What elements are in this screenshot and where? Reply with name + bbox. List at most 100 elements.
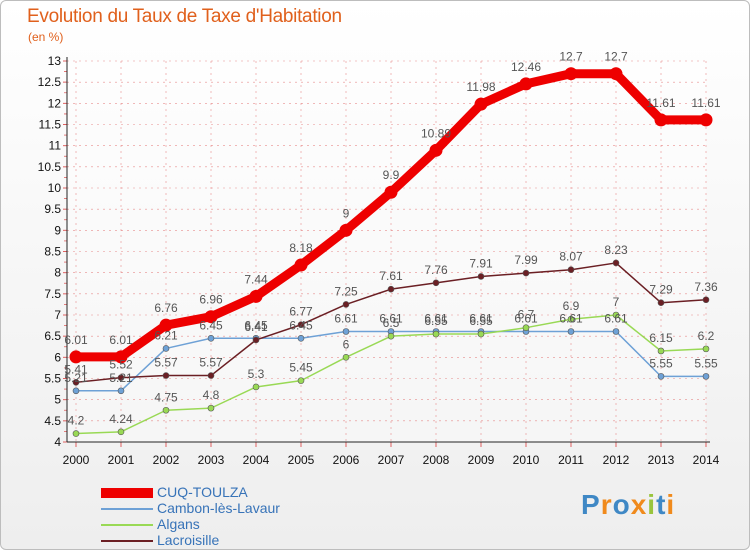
data-label-3: 7.91 xyxy=(469,256,493,270)
data-label-2: 6.9 xyxy=(563,299,580,313)
logo-letter: r xyxy=(600,489,613,520)
y-tick-label: 6.5 xyxy=(44,329,61,343)
data-point-0 xyxy=(429,143,443,157)
data-point-0 xyxy=(204,310,218,324)
x-tick-label: 2009 xyxy=(468,453,495,467)
data-point-1 xyxy=(657,373,665,380)
x-tick-label: 2008 xyxy=(423,453,450,467)
data-label-1: 6.61 xyxy=(514,312,538,326)
y-tick-label: 4 xyxy=(54,435,61,449)
data-point-2 xyxy=(342,354,350,361)
data-point-0 xyxy=(384,185,398,199)
data-label-0: 6.01 xyxy=(109,333,133,347)
proxiti-logo: Proxiti xyxy=(581,489,675,521)
data-point-0 xyxy=(609,67,623,81)
data-label-2: 7 xyxy=(613,295,620,309)
data-label-1: 6.45 xyxy=(289,318,313,332)
data-point-2 xyxy=(72,430,80,437)
data-label-2: 6.55 xyxy=(469,314,493,328)
data-point-1 xyxy=(567,328,575,335)
data-point-3 xyxy=(567,266,575,274)
data-label-2: 4.8 xyxy=(203,388,220,402)
legend-label-cuq-toulza: CUQ-TOULZA xyxy=(157,484,248,500)
data-label-0: 8.18 xyxy=(289,241,313,255)
x-tick-label: 2000 xyxy=(63,453,90,467)
data-label-3: 8.23 xyxy=(604,243,628,257)
data-point-1 xyxy=(162,345,170,352)
data-label-3: 8.07 xyxy=(559,250,583,264)
data-label-1: 5.21 xyxy=(109,371,133,385)
logo-letter: i xyxy=(647,489,657,520)
data-point-3 xyxy=(477,273,485,280)
data-label-3: 7.25 xyxy=(334,284,358,298)
data-point-3 xyxy=(117,374,125,381)
data-label-0: 12.46 xyxy=(511,60,541,74)
data-label-2: 6.7 xyxy=(518,308,535,322)
logo-letter: o xyxy=(612,489,631,520)
data-label-3: 5.57 xyxy=(199,356,223,370)
data-point-3 xyxy=(432,279,440,287)
y-tick-label: 13 xyxy=(48,54,62,68)
x-tick-label: 2003 xyxy=(198,453,225,467)
y-tick-label: 12.5 xyxy=(38,75,62,89)
data-point-2 xyxy=(387,332,395,340)
data-point-3 xyxy=(657,299,665,307)
data-point-0 xyxy=(339,223,353,237)
data-point-1 xyxy=(342,328,350,335)
logo-letter: i xyxy=(666,489,676,520)
data-point-0 xyxy=(564,67,578,81)
data-label-2: 6.15 xyxy=(649,331,673,345)
x-tick-label: 2002 xyxy=(153,453,180,467)
x-tick-label: 2014 xyxy=(693,453,720,467)
data-label-0: 11.98 xyxy=(466,80,495,94)
data-label-0: 7.44 xyxy=(244,272,268,286)
data-point-1 xyxy=(297,334,305,342)
x-tick-label: 2007 xyxy=(378,453,405,467)
x-tick-label: 2006 xyxy=(333,453,360,467)
chart-title: Evolution du Taux de Taxe d'Habitation xyxy=(27,6,342,27)
data-point-0 xyxy=(114,350,128,364)
data-point-2 xyxy=(432,330,440,338)
legend-swatch-cuq-toulza xyxy=(101,488,153,498)
y-tick-label: 6 xyxy=(54,350,61,364)
unit-label: (en %) xyxy=(28,30,64,44)
logo-letter: t xyxy=(656,489,667,520)
data-label-0: 11.61 xyxy=(646,96,675,110)
data-point-2 xyxy=(702,345,710,353)
data-point-0 xyxy=(294,258,308,272)
data-label-0: 12.7 xyxy=(559,50,583,64)
data-label-3: 7.76 xyxy=(424,263,448,277)
logo-letter: P xyxy=(581,489,601,520)
data-label-2: 6.5 xyxy=(383,316,400,330)
data-point-3 xyxy=(342,301,350,308)
data-label-2: 6 xyxy=(343,337,350,351)
x-tick-label: 2004 xyxy=(243,453,270,467)
data-point-3 xyxy=(252,336,260,344)
data-point-3 xyxy=(162,372,170,379)
y-tick-label: 5 xyxy=(54,393,61,407)
data-point-3 xyxy=(207,372,215,379)
data-label-3: 5.41 xyxy=(64,362,88,376)
data-label-2: 6.2 xyxy=(698,329,715,343)
data-label-3: 6.41 xyxy=(244,320,268,334)
data-label-2: 4.2 xyxy=(68,414,85,428)
data-point-1 xyxy=(207,334,215,342)
data-label-0: 9.9 xyxy=(383,168,400,182)
data-label-3: 7.29 xyxy=(649,283,673,297)
y-tick-label: 9 xyxy=(54,223,61,237)
data-label-2: 4.75 xyxy=(154,390,178,404)
data-label-3: 5.52 xyxy=(109,358,133,372)
data-label-1: 6.61 xyxy=(469,312,493,326)
data-point-2 xyxy=(522,324,530,332)
data-label-1: 5.21 xyxy=(64,371,88,385)
data-point-0 xyxy=(474,97,488,111)
legend-swatch-cambon xyxy=(101,508,153,510)
data-point-2 xyxy=(657,347,665,355)
x-tick-label: 2001 xyxy=(108,453,135,467)
y-tick-label: 11.5 xyxy=(39,118,62,132)
data-label-0: 6.76 xyxy=(154,301,178,315)
data-label-1: 6.45 xyxy=(199,318,223,332)
legend-label-cambon: Cambon-lès-Lavaur xyxy=(157,500,280,516)
data-point-2 xyxy=(162,406,170,414)
data-label-2: 5.45 xyxy=(289,361,313,375)
